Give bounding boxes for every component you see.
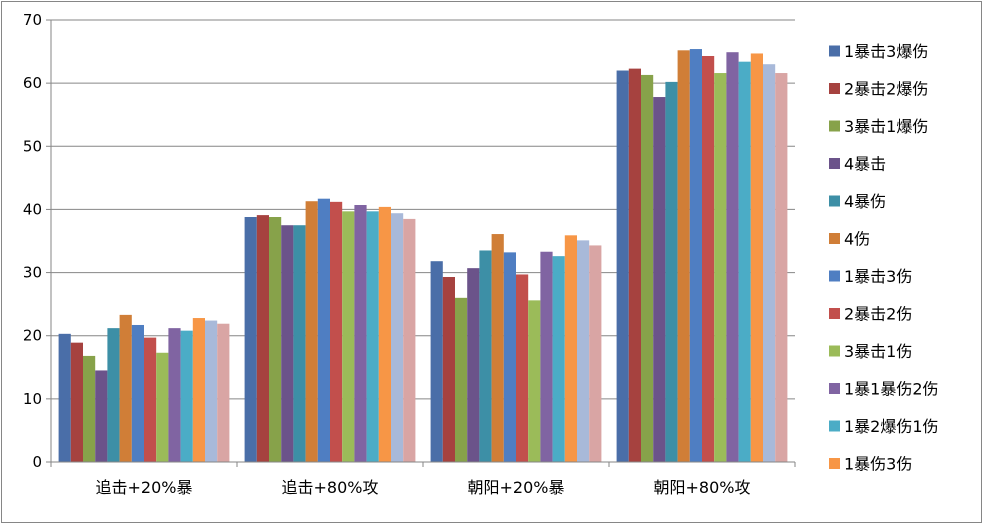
y-tick-label: 20 xyxy=(23,327,42,345)
x-category-label: 追击+80%攻 xyxy=(282,478,379,497)
legend-label: 1暴击3伤 xyxy=(844,267,912,286)
legend-label: 4暴伤 xyxy=(844,192,886,211)
bar xyxy=(503,252,516,462)
legend-label: 1暴击3爆伤 xyxy=(844,42,928,61)
bar xyxy=(403,218,416,462)
bar xyxy=(616,70,629,462)
bar xyxy=(144,337,157,462)
legend-swatch xyxy=(829,458,840,469)
bar xyxy=(552,256,565,462)
bar xyxy=(330,201,343,462)
legend-swatch xyxy=(829,345,840,357)
y-tick-label: 70 xyxy=(23,11,42,29)
y-tick-label: 10 xyxy=(23,390,42,408)
bar xyxy=(192,318,205,462)
bar xyxy=(577,240,590,462)
bar xyxy=(491,234,504,462)
x-category-label: 朝阳+20%暴 xyxy=(468,478,565,497)
bar xyxy=(689,49,702,462)
bar xyxy=(168,328,181,462)
bar xyxy=(677,50,690,463)
bar xyxy=(354,205,367,462)
x-category-label: 追击+20%暴 xyxy=(96,478,193,497)
bar xyxy=(366,211,379,462)
bar xyxy=(479,250,492,462)
bar xyxy=(738,61,751,462)
bar xyxy=(641,74,654,462)
bar xyxy=(305,201,318,462)
bar xyxy=(702,55,715,463)
bar xyxy=(180,330,193,462)
legend-label: 1暴2爆伤1伤 xyxy=(844,417,939,436)
bar xyxy=(281,225,294,462)
legend: 1暴击3爆伤 2暴击2爆伤 3暴击1爆伤 4暴击 4暴伤 4伤 1暴击3伤 2暴击2伤 3暴击1… xyxy=(829,42,939,474)
legend-swatch xyxy=(829,158,840,169)
y-tick-label: 40 xyxy=(23,200,42,218)
bar xyxy=(378,206,391,462)
bar xyxy=(83,355,96,462)
legend-swatch xyxy=(829,45,840,57)
bar xyxy=(628,68,641,463)
y-tick-label: 0 xyxy=(32,453,42,471)
legend-label: 4伤 xyxy=(844,230,870,249)
bar xyxy=(763,64,776,462)
bar xyxy=(293,225,306,462)
bar xyxy=(217,323,230,462)
y-axis-ticks: 0 10 20 30 40 50 60 70 xyxy=(23,11,51,471)
legend-swatch xyxy=(829,195,840,207)
bar xyxy=(540,251,553,462)
legend-swatch xyxy=(829,383,840,394)
bar xyxy=(95,370,108,462)
legend-swatch xyxy=(829,420,840,432)
bar xyxy=(256,215,269,462)
bar xyxy=(442,276,455,462)
bar xyxy=(391,213,404,462)
legend-label: 2暴击2爆伤 xyxy=(844,80,928,99)
legend-swatch xyxy=(829,233,840,244)
y-tick-label: 60 xyxy=(23,74,42,92)
legend-label: 3暴击1爆伤 xyxy=(844,117,928,136)
bar xyxy=(430,261,443,462)
bar xyxy=(131,324,144,462)
bar xyxy=(156,352,169,462)
bar xyxy=(516,274,529,462)
legend-swatch xyxy=(829,270,840,282)
bar xyxy=(564,235,577,462)
legend-label: 1暴1暴伤2伤 xyxy=(844,380,939,399)
bar xyxy=(467,268,480,462)
axes xyxy=(50,20,796,467)
legend-label: 4暴击 xyxy=(844,155,886,174)
y-tick-label: 30 xyxy=(23,264,42,282)
bar xyxy=(317,198,330,463)
bar xyxy=(750,53,763,463)
bar xyxy=(342,211,355,462)
bar xyxy=(775,73,788,462)
bars xyxy=(58,49,788,463)
y-tick-label: 50 xyxy=(23,137,42,155)
legend-swatch xyxy=(829,308,840,319)
bar xyxy=(70,342,83,462)
bar xyxy=(714,73,727,462)
bar xyxy=(244,217,257,462)
bar xyxy=(58,333,71,462)
bar xyxy=(589,245,602,462)
legend-swatch xyxy=(829,120,840,132)
bar xyxy=(119,314,132,462)
bar xyxy=(107,328,120,462)
legend-label: 1暴伤3伤 xyxy=(844,455,912,474)
bar xyxy=(726,52,739,463)
bar xyxy=(269,217,282,462)
bar xyxy=(205,320,218,462)
x-axis-categories: 追击+20%暴 追击+80%攻 朝阳+20%暴 朝阳+80%攻 xyxy=(96,478,751,497)
bar xyxy=(528,300,541,462)
bar xyxy=(455,297,468,462)
bar xyxy=(665,81,678,462)
x-category-label: 朝阳+80%攻 xyxy=(654,478,751,497)
legend-swatch xyxy=(829,83,840,94)
bar xyxy=(653,97,666,462)
legend-label: 3暴击1伤 xyxy=(844,342,912,361)
legend-label: 2暴击2伤 xyxy=(844,305,912,324)
